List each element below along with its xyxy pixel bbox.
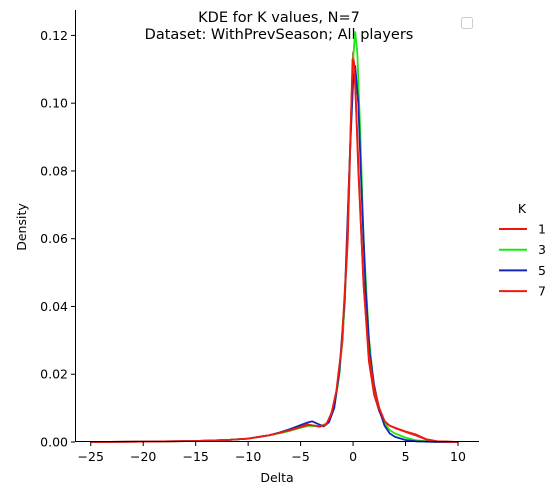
series-line-k1 (90, 51, 459, 443)
x-tick-label: 5 (402, 449, 410, 464)
series-line-k5 (90, 65, 459, 443)
y-axis-label: Density (14, 203, 29, 251)
y-tick-label: 0.06 (40, 231, 68, 246)
legend-label-k1: 1 (538, 222, 546, 237)
empty-legend-box (461, 17, 473, 29)
series-line-k7 (90, 58, 459, 443)
y-axis-ticks: 0.00 0.02 0.04 0.06 0.08 0.10 0.12 (40, 28, 75, 450)
x-tick-label: 0 (349, 449, 357, 464)
legend-label-k7: 7 (538, 284, 546, 299)
y-tick-label: 0.04 (40, 299, 68, 314)
y-tick-label: 0.00 (40, 435, 68, 450)
x-tick-label: −25 (78, 449, 104, 464)
x-tick-label: −20 (130, 449, 156, 464)
x-tick-label: 10 (450, 449, 466, 464)
x-tick-label: −5 (291, 449, 309, 464)
chart-subtitle: Dataset: WithPrevSeason; All players (145, 27, 414, 43)
y-tick-label: 0.08 (40, 163, 68, 178)
y-tick-label: 0.10 (40, 96, 68, 111)
legend-title: K (518, 201, 527, 216)
legend-label-k5: 5 (538, 263, 546, 278)
chart-title: KDE for K values, N=7 (198, 10, 360, 26)
y-tick-label: 0.02 (40, 367, 68, 382)
series-line-k3 (90, 31, 459, 443)
x-axis-ticks: −25 −20 −15 −10 −5 0 5 10 (78, 442, 466, 464)
legend: K 1 3 5 7 (499, 201, 546, 299)
x-tick-label: −10 (235, 449, 261, 464)
x-axis-label: Delta (260, 470, 293, 485)
x-tick-label: −15 (182, 449, 208, 464)
plot-area (90, 31, 459, 443)
legend-label-k3: 3 (538, 242, 546, 257)
y-tick-label: 0.12 (40, 28, 68, 43)
